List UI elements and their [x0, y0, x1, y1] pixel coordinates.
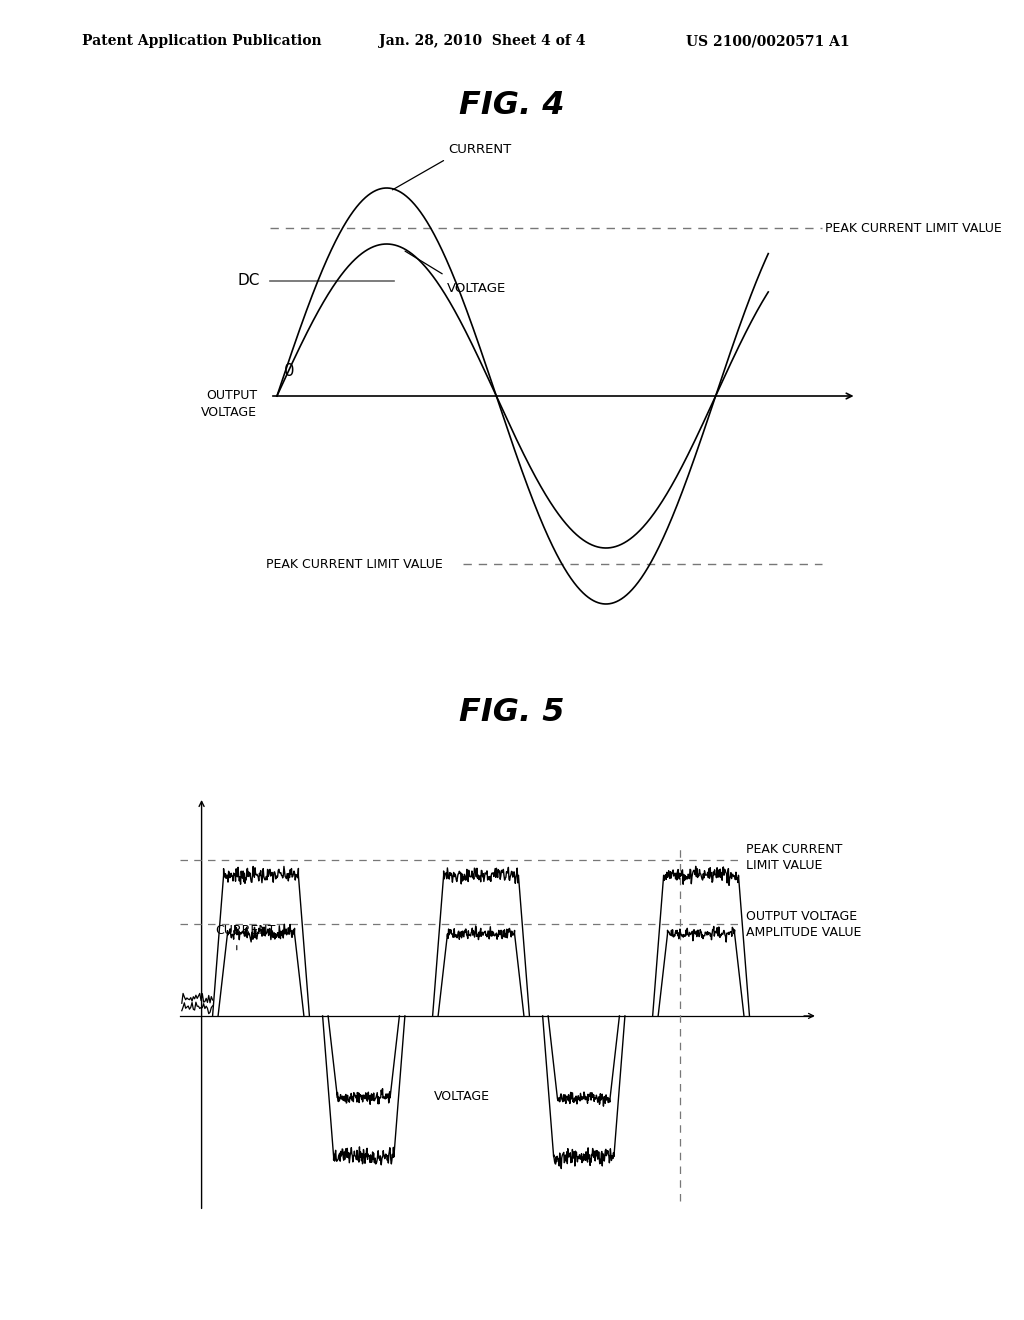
- Text: Patent Application Publication: Patent Application Publication: [82, 34, 322, 49]
- Text: Jan. 28, 2010  Sheet 4 of 4: Jan. 28, 2010 Sheet 4 of 4: [379, 34, 586, 49]
- Text: PEAK CURRENT LIMIT VALUE: PEAK CURRENT LIMIT VALUE: [266, 557, 443, 570]
- Text: PEAK CURRENT
LIMIT VALUE: PEAK CURRENT LIMIT VALUE: [746, 843, 843, 873]
- Text: VOLTAGE: VOLTAGE: [433, 1090, 489, 1102]
- Text: FIG. 5: FIG. 5: [459, 697, 565, 729]
- Text: US 2100/0020571 A1: US 2100/0020571 A1: [686, 34, 850, 49]
- Text: VOLTAGE: VOLTAGE: [446, 281, 506, 294]
- Text: PEAK CURRENT LIMIT VALUE: PEAK CURRENT LIMIT VALUE: [825, 222, 1001, 235]
- Text: 0: 0: [284, 362, 295, 380]
- Text: FIG. 4: FIG. 4: [459, 90, 565, 121]
- Text: CURRENT: CURRENT: [215, 924, 275, 937]
- Text: OUTPUT
VOLTAGE: OUTPUT VOLTAGE: [202, 389, 257, 418]
- Text: DC: DC: [238, 273, 259, 288]
- Text: CURRENT: CURRENT: [449, 143, 511, 156]
- Text: OUTPUT VOLTAGE
AMPLITUDE VALUE: OUTPUT VOLTAGE AMPLITUDE VALUE: [746, 909, 861, 939]
